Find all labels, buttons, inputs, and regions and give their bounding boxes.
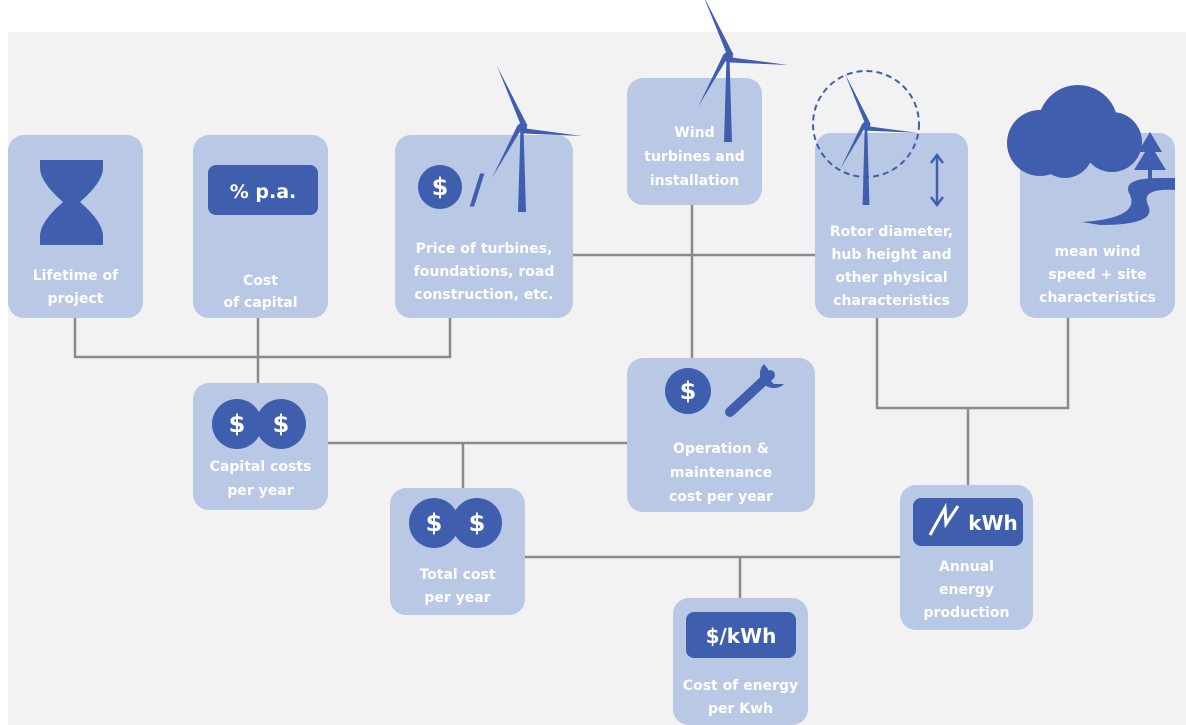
node-label: energy bbox=[939, 582, 994, 598]
node: Annual energy production kWh bbox=[900, 485, 1033, 630]
coin-symbol: $ bbox=[469, 509, 486, 537]
lightning bbox=[928, 502, 960, 536]
connector bbox=[525, 555, 900, 598]
coin-symbol: $ bbox=[432, 173, 449, 201]
node-label: Cost of energy bbox=[683, 678, 798, 694]
turbine-tower bbox=[724, 57, 732, 142]
icon-text: kWh bbox=[968, 511, 1018, 535]
wrench-head bbox=[759, 364, 784, 389]
coin bbox=[665, 368, 711, 414]
hourglass bbox=[40, 160, 103, 245]
node: Capital costs per year $ $ bbox=[193, 383, 328, 510]
icon-box bbox=[686, 612, 796, 658]
turbine-blade bbox=[492, 125, 522, 178]
connector bbox=[573, 205, 815, 358]
tree bbox=[1134, 132, 1166, 180]
node-label: Wind bbox=[674, 125, 714, 141]
node: Cost of energy per Kwh $/kWh bbox=[673, 598, 808, 725]
node: Total cost per year $ $ bbox=[390, 488, 525, 615]
cloud bbox=[1082, 112, 1142, 172]
node: Rotor diameter, hub height and other physi… bbox=[812, 70, 968, 318]
turbine-blade bbox=[497, 66, 528, 128]
node-label: foundations, road bbox=[414, 264, 555, 280]
node-box bbox=[815, 133, 968, 318]
node: Cost of capital % p.a. bbox=[193, 135, 328, 318]
node-label: hub height and bbox=[831, 247, 951, 263]
node-label: Price of turbines, bbox=[416, 241, 553, 257]
node-label: installation bbox=[650, 173, 739, 189]
node-label: Capital costs bbox=[210, 459, 312, 475]
icon-box bbox=[208, 165, 318, 215]
turbine-hub bbox=[723, 52, 733, 62]
cloud bbox=[1037, 122, 1093, 178]
node: Price of turbines, foundations, road const… bbox=[395, 66, 582, 318]
coin bbox=[212, 399, 262, 449]
node-box bbox=[193, 135, 328, 318]
connector bbox=[328, 441, 627, 488]
coin-symbol: $ bbox=[273, 410, 290, 438]
node-label: characteristics bbox=[833, 293, 950, 309]
icon-text: $/kWh bbox=[706, 624, 777, 648]
node-label: production bbox=[924, 605, 1010, 621]
slash: / bbox=[470, 167, 485, 213]
connectors bbox=[73, 205, 1070, 598]
node-label: per year bbox=[227, 483, 293, 499]
node-label: per year bbox=[424, 590, 490, 606]
node-label: maintenance bbox=[670, 465, 772, 481]
coin bbox=[409, 498, 459, 548]
node-label: Cost bbox=[243, 273, 278, 289]
icon-box bbox=[913, 498, 1023, 546]
turbine-tower bbox=[862, 126, 870, 205]
turbine-blade bbox=[727, 57, 788, 65]
node-label: other physical bbox=[835, 270, 947, 286]
node-label: Rotor diameter, bbox=[830, 224, 953, 240]
coin-symbol: $ bbox=[426, 509, 443, 537]
node-label: cost per year bbox=[669, 489, 773, 505]
node: mean wind speed + site characteristics bbox=[1007, 85, 1175, 318]
coin-symbol: $ bbox=[680, 377, 697, 405]
node-label: project bbox=[48, 291, 104, 307]
turbine-blade bbox=[705, 0, 734, 57]
coin bbox=[452, 498, 502, 548]
node: Wind turbines and installation bbox=[627, 0, 788, 205]
height-arrow bbox=[930, 152, 944, 208]
turbine-blade bbox=[840, 123, 866, 169]
node-label: Total cost bbox=[419, 567, 495, 583]
turbine-tower bbox=[518, 128, 526, 212]
coin bbox=[418, 165, 462, 209]
turbine-blade bbox=[865, 126, 917, 133]
node-label: Annual bbox=[939, 559, 994, 575]
coin bbox=[256, 399, 306, 449]
node-label: mean wind bbox=[1054, 244, 1140, 260]
turbine-blade bbox=[698, 54, 728, 107]
icon-text: % p.a. bbox=[230, 181, 297, 203]
node-label: of capital bbox=[223, 295, 297, 311]
node: Operation & maintenance cost per year $ bbox=[627, 358, 815, 512]
connector bbox=[875, 318, 1070, 485]
coin-symbol: $ bbox=[229, 410, 246, 438]
turbine-blade bbox=[521, 128, 582, 136]
node-label: construction, etc. bbox=[414, 287, 553, 303]
turbine-blade bbox=[844, 73, 871, 126]
node-label: Lifetime of bbox=[33, 268, 119, 284]
node-label: speed + site bbox=[1048, 267, 1146, 283]
node-box bbox=[1020, 133, 1175, 318]
node-label: characteristics bbox=[1039, 290, 1156, 306]
node-label: turbines and bbox=[644, 149, 745, 165]
node-label: per Kwh bbox=[708, 701, 773, 717]
turbine-hub bbox=[517, 123, 527, 133]
road bbox=[1082, 178, 1175, 225]
turbine-hub bbox=[861, 121, 871, 131]
node-label: Operation & bbox=[673, 441, 769, 457]
connector bbox=[73, 318, 452, 383]
node: Lifetime of project bbox=[8, 135, 143, 318]
